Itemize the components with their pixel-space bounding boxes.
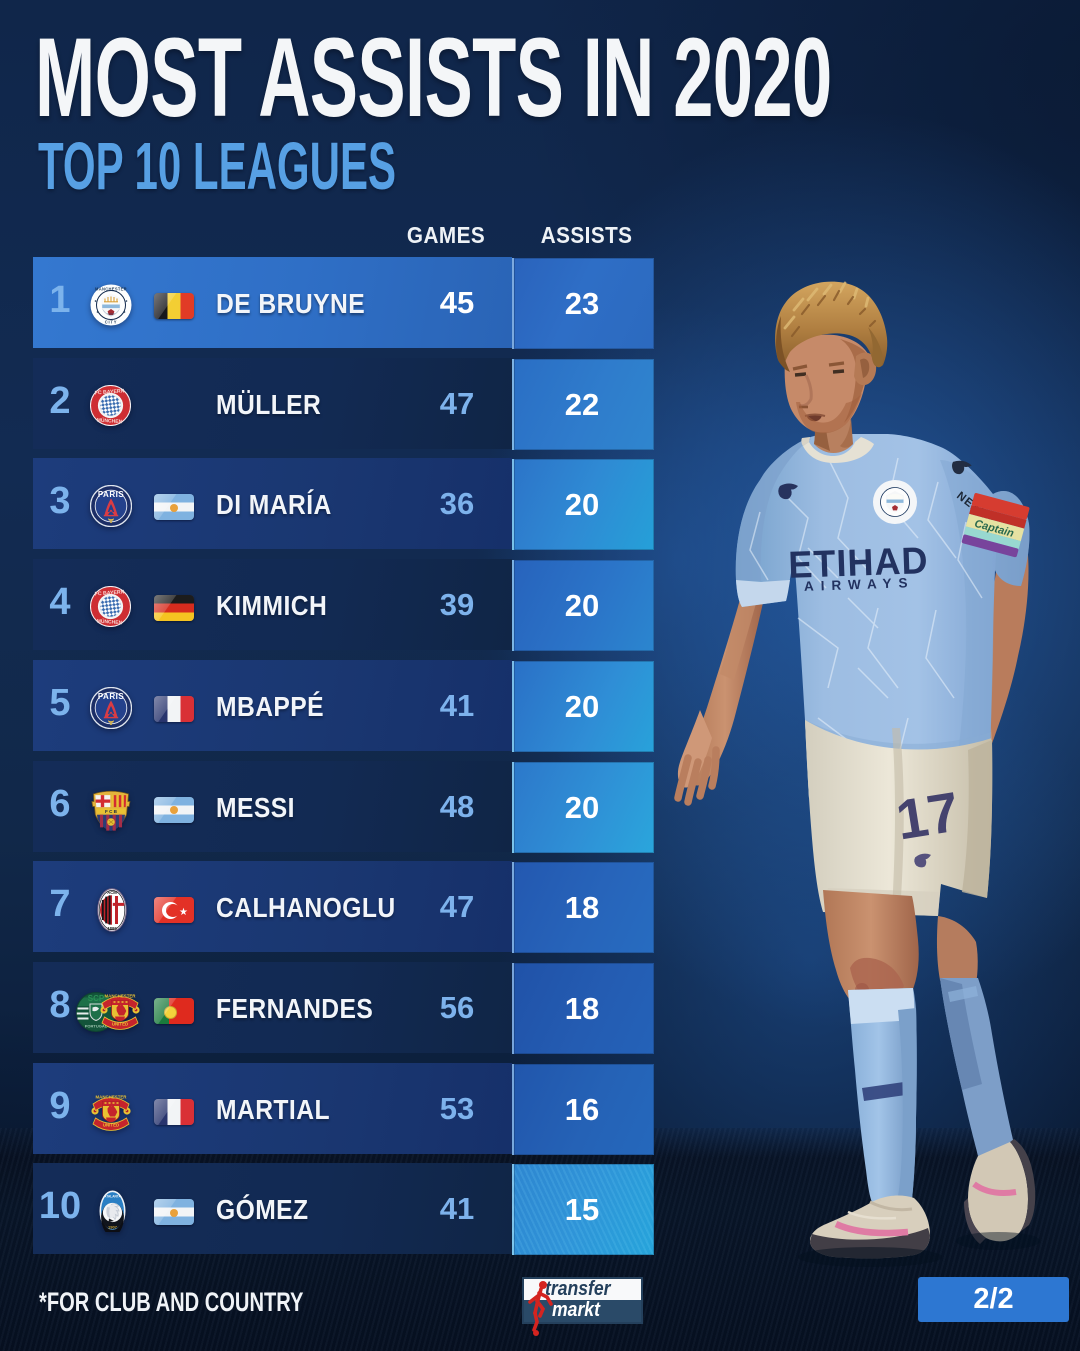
svg-text:PORTUGAL: PORTUGAL [85,1023,108,1028]
svg-text:MANCHESTER: MANCHESTER [105,993,137,998]
svg-text:CITY: CITY [105,319,118,324]
svg-text:FC BAYERN: FC BAYERN [95,589,125,597]
svg-text:AIRWAYS: AIRWAYS [804,575,915,594]
svg-text:F C B: F C B [105,809,118,814]
svg-text:MÜNCHEN: MÜNCHEN [96,416,122,425]
svg-text:1899: 1899 [107,926,117,931]
svg-text:UNITED: UNITED [103,1122,119,1127]
svg-text:UNITED: UNITED [112,1021,128,1026]
svg-text:PARIS: PARIS [98,491,125,500]
svg-text:FC BAYERN: FC BAYERN [95,388,125,396]
svg-text:1907: 1907 [108,1225,118,1230]
svg-text:MÜNCHEN: MÜNCHEN [96,618,122,627]
svg-text:ACM: ACM [107,890,117,895]
svg-text:SCP: SCP [88,994,105,1003]
svg-text:MANCHESTER: MANCHESTER [95,287,127,292]
svg-text:ETIHAD: ETIHAD [788,539,929,586]
svg-text:ATALANTA: ATALANTA [104,1195,121,1199]
svg-text:PARIS: PARIS [98,692,125,701]
svg-text:17: 17 [892,779,963,851]
svg-text:MANCHESTER: MANCHESTER [96,1094,128,1099]
